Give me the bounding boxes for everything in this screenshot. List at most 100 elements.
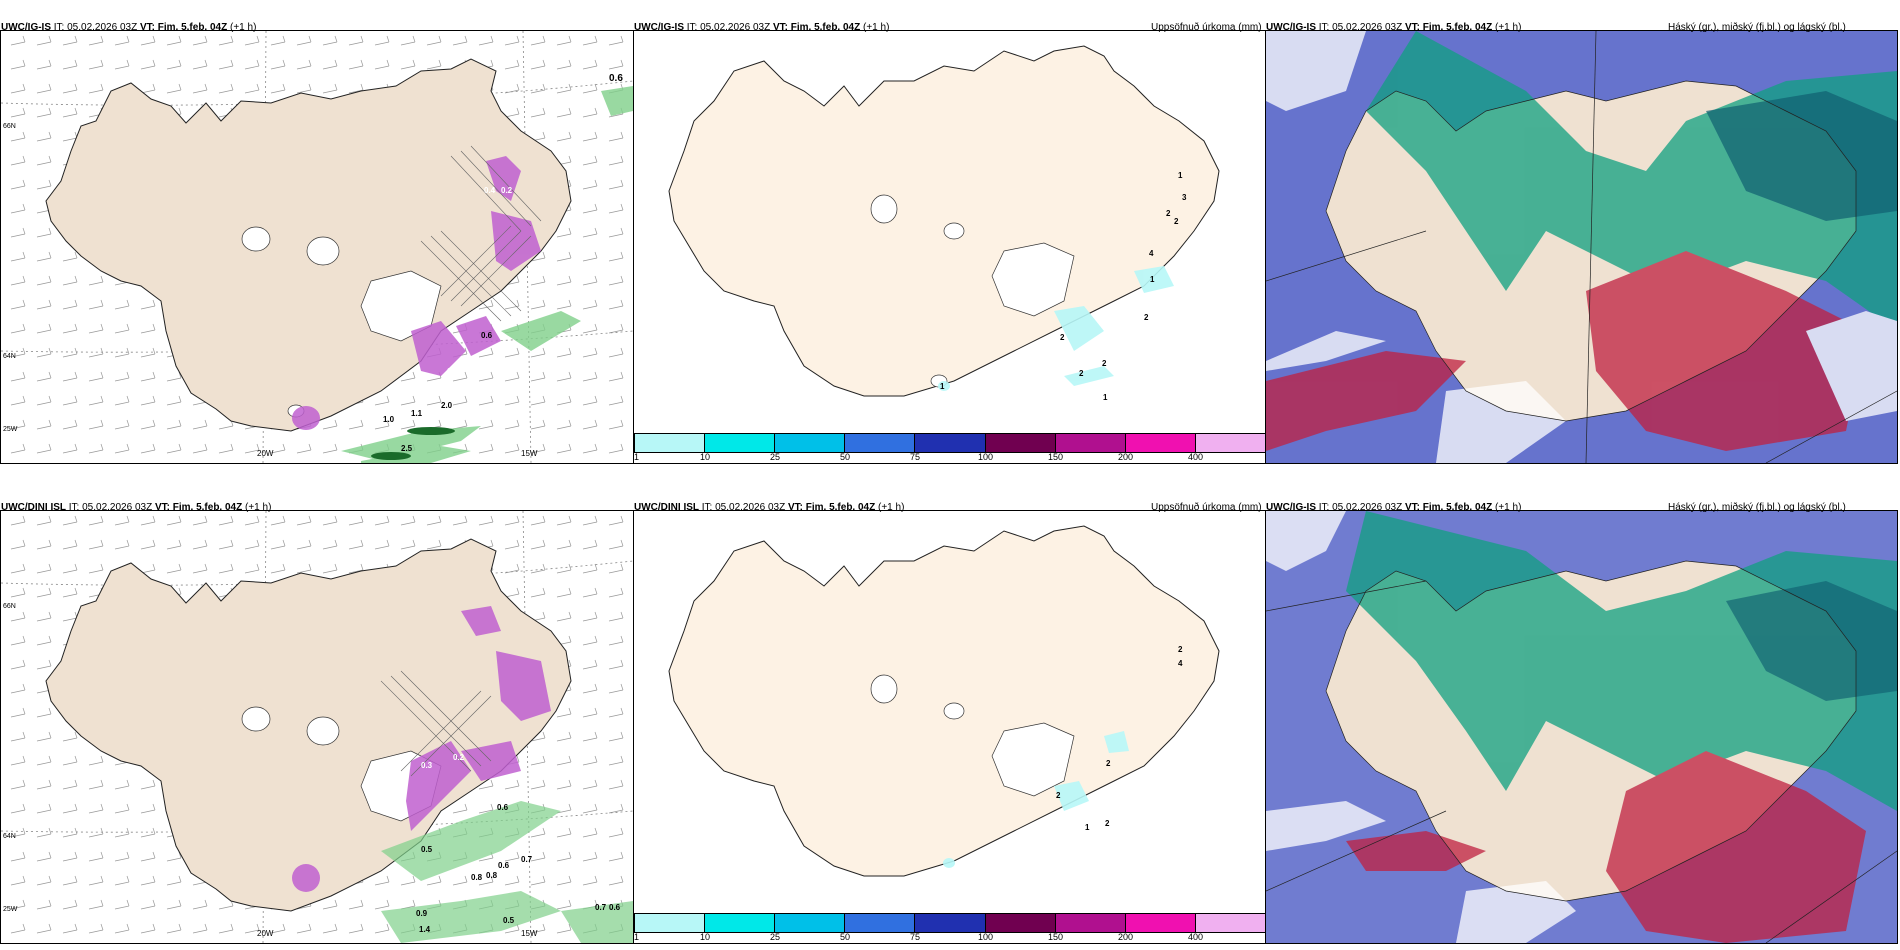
wind-barb-feather bbox=[230, 923, 234, 931]
wind-barb bbox=[296, 905, 312, 910]
wind-barb bbox=[582, 857, 598, 862]
wind-barb bbox=[218, 89, 234, 94]
wind-value-label: 0.6 bbox=[498, 861, 510, 870]
wind-barb-feather bbox=[48, 347, 52, 355]
wind-barb bbox=[582, 377, 598, 382]
wind-barb-feather bbox=[204, 923, 208, 931]
wind-barb bbox=[218, 929, 234, 934]
wind-barb bbox=[556, 257, 572, 262]
wind-barb-feather bbox=[490, 371, 494, 379]
wind-barb bbox=[36, 113, 52, 118]
wind-barb bbox=[62, 89, 78, 94]
wind-barb-feather bbox=[178, 35, 182, 43]
wind-barb bbox=[244, 89, 260, 94]
wind-barb-feather bbox=[386, 515, 390, 523]
wind-barb bbox=[582, 233, 598, 238]
wind-barb-feather bbox=[594, 683, 598, 691]
vt-value: Fim. 5.feb. 04Z bbox=[1422, 502, 1493, 513]
wind-barb-feather bbox=[568, 779, 572, 787]
it-value: 05.02.2026 03Z bbox=[67, 22, 138, 33]
wind-barb-feather bbox=[74, 299, 78, 307]
wind-value-label: 0.3 bbox=[421, 761, 433, 770]
wind-barb-feather bbox=[516, 83, 520, 91]
wind-barb-feather bbox=[516, 755, 520, 763]
wind-barb bbox=[582, 329, 598, 334]
wind-barb-feather bbox=[464, 875, 468, 883]
precip-panel-title: Uppsöfnuð úrkoma (mm) bbox=[1151, 22, 1262, 33]
wind-value-label: 0.5 bbox=[421, 845, 433, 854]
wind-barb bbox=[504, 929, 520, 934]
wind-barb bbox=[88, 401, 104, 406]
wind-barb bbox=[10, 929, 26, 934]
it-label: IT: bbox=[1318, 502, 1330, 513]
wind-barb bbox=[582, 113, 598, 118]
wind-barb-feather bbox=[22, 347, 26, 355]
wind-barb-feather bbox=[334, 35, 338, 43]
wind-barb bbox=[556, 353, 572, 358]
wind-barb bbox=[608, 785, 624, 790]
wind-barb-feather bbox=[568, 395, 572, 403]
panel-row1-wind: 20W 15W 66N 64N 25W 0.6 0.4 0.2 0.6 1.0 … bbox=[0, 30, 634, 464]
wind-barb-feather bbox=[594, 659, 598, 667]
legend-swatch bbox=[775, 434, 846, 452]
wind-barb bbox=[10, 257, 26, 262]
wind-barb bbox=[582, 161, 598, 166]
wind-barb bbox=[556, 377, 572, 382]
wind-barb bbox=[582, 569, 598, 574]
wind-barb bbox=[62, 929, 78, 934]
wind-barb-feather bbox=[464, 515, 468, 523]
wind-barb-feather bbox=[594, 587, 598, 595]
wind-barb bbox=[556, 593, 572, 598]
wind-barb-feather bbox=[542, 875, 546, 883]
wind-barb-feather bbox=[22, 203, 26, 211]
wind-barb bbox=[478, 521, 494, 526]
wind-barb-feather bbox=[126, 923, 130, 931]
wind-barb-feather bbox=[282, 563, 286, 571]
wind-barb-feather bbox=[178, 899, 182, 907]
wind-barb-feather bbox=[620, 851, 624, 859]
wind-barb-feather bbox=[74, 83, 78, 91]
wind-barb-feather bbox=[620, 755, 624, 763]
wind-barb bbox=[218, 41, 234, 46]
wind-barb-feather bbox=[282, 515, 286, 523]
wind-barb bbox=[166, 929, 182, 934]
wind-barb bbox=[348, 569, 364, 574]
lon-label-25w: 25W bbox=[3, 426, 18, 433]
wind-barb bbox=[140, 425, 156, 430]
wind-barb-feather bbox=[48, 83, 52, 91]
wind-barb bbox=[270, 521, 286, 526]
wind-barb bbox=[582, 401, 598, 406]
wind-barb bbox=[608, 593, 624, 598]
wind-barb bbox=[192, 881, 208, 886]
wind-barb bbox=[36, 161, 52, 166]
wind-barb-feather bbox=[178, 443, 182, 451]
wind-barb-feather bbox=[620, 131, 624, 139]
wind-barb-feather bbox=[542, 59, 546, 67]
wind-barb-feather bbox=[152, 779, 156, 787]
wind-barb-feather bbox=[22, 59, 26, 67]
panel-row1-precip: 1 2 2 3 4 1 2 2 2 2 1 1 bbox=[633, 30, 1266, 464]
wind-barb-feather bbox=[438, 59, 442, 67]
wind-barb bbox=[36, 353, 52, 358]
wind-barb-feather bbox=[620, 179, 624, 187]
wind-barb-feather bbox=[74, 803, 78, 811]
wind-barb-feather bbox=[48, 179, 52, 187]
wind-barb-feather bbox=[204, 899, 208, 907]
wind-barb bbox=[608, 65, 624, 70]
wind-barb-feather bbox=[620, 515, 624, 523]
wind-barb-feather bbox=[568, 515, 572, 523]
wind-barb-feather bbox=[126, 875, 130, 883]
wind-barb bbox=[244, 521, 260, 526]
wind-barb bbox=[608, 305, 624, 310]
it-value: 05.02.2026 03Z bbox=[1332, 22, 1403, 33]
wind-barb bbox=[556, 305, 572, 310]
wind-barb bbox=[62, 857, 78, 862]
wind-barb-feather bbox=[594, 875, 598, 883]
wind-barb bbox=[374, 929, 390, 934]
lon-label-20w: 20W bbox=[257, 929, 274, 938]
wind-barb bbox=[608, 209, 624, 214]
wind-barb-feather bbox=[594, 611, 598, 619]
wind-barb-feather bbox=[100, 419, 104, 427]
wind-barb-feather bbox=[100, 371, 104, 379]
wind-barb-feather bbox=[490, 779, 494, 787]
